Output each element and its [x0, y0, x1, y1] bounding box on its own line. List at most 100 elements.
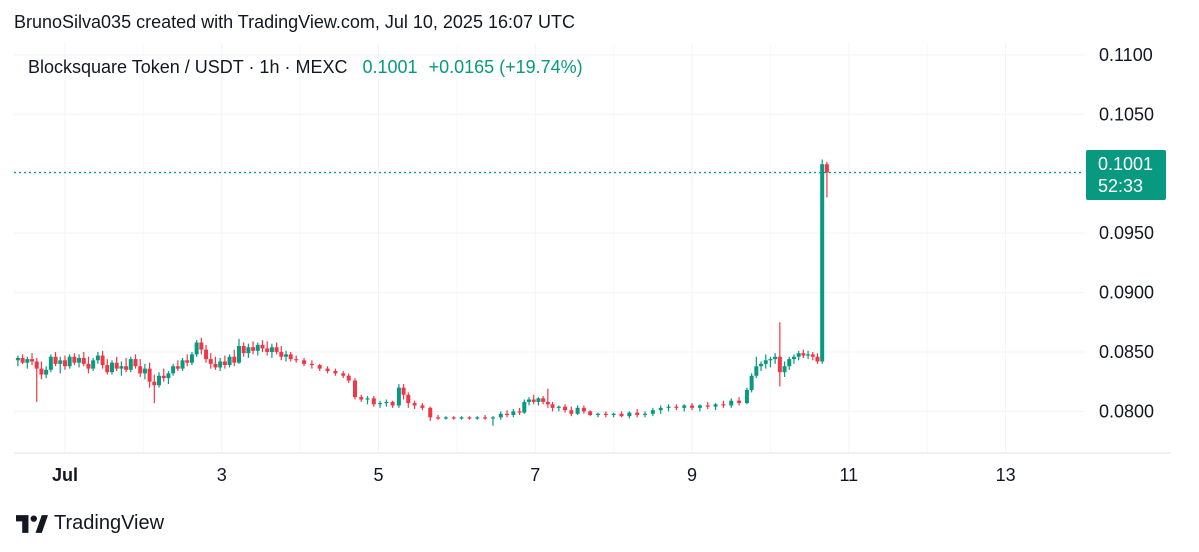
- legend-change: +0.0165 (+19.74%): [428, 57, 583, 77]
- candle-body: [650, 410, 655, 414]
- legend-price: 0.1001: [362, 57, 418, 77]
- candle-body: [759, 363, 764, 367]
- candle-body: [806, 354, 811, 356]
- y-tick-label: 0.0800: [1099, 401, 1154, 421]
- candle-body: [161, 375, 166, 379]
- candle-body: [498, 413, 503, 418]
- candle-body: [91, 360, 96, 369]
- candle-body: [810, 354, 815, 357]
- candle-body: [505, 413, 510, 415]
- candle-body: [737, 400, 742, 404]
- candle-body: [545, 401, 550, 405]
- candle-body: [787, 359, 792, 367]
- candle-body: [666, 406, 671, 408]
- candle-body: [147, 368, 152, 382]
- candle-body: [443, 417, 448, 419]
- candle-body: [531, 399, 536, 402]
- candle-body: [682, 405, 687, 408]
- last-price-tag: 0.1001 52:33: [1086, 150, 1166, 200]
- candle-body: [550, 404, 555, 408]
- tradingview-brand[interactable]: TradingView: [16, 512, 164, 535]
- candle-body: [317, 365, 322, 369]
- candle-body: [67, 356, 72, 367]
- candle-body: [30, 359, 35, 362]
- candle-body: [627, 412, 632, 417]
- attribution-text: BrunoSilva035 created with TradingView.c…: [14, 12, 575, 32]
- symbol-legend: Blocksquare Token / USDT · 1h · MEXC 0.1…: [28, 57, 583, 78]
- candle-body: [166, 373, 171, 379]
- candle-body: [705, 405, 710, 407]
- candle-body: [658, 407, 663, 411]
- candle-body: [595, 413, 600, 415]
- candle-body: [44, 369, 49, 375]
- candle-body: [124, 366, 129, 370]
- symbol-label: Blocksquare Token / USDT · 1h · MEXC: [28, 57, 348, 77]
- candle-body: [189, 354, 194, 363]
- candle-body: [204, 349, 209, 360]
- candle-body: [541, 398, 546, 402]
- candle-body: [782, 366, 787, 373]
- candle-body: [222, 361, 227, 366]
- candle-body: [95, 355, 100, 361]
- x-tick-label: Jul: [52, 465, 78, 485]
- candle-body: [255, 344, 260, 351]
- candle-body: [674, 406, 679, 408]
- candle-body: [185, 360, 190, 363]
- candle-body: [246, 347, 251, 354]
- candle-body: [527, 399, 532, 402]
- candle-body: [588, 411, 593, 415]
- candle-body: [208, 359, 213, 364]
- candle-body: [39, 368, 44, 375]
- candle-body: [690, 405, 695, 408]
- x-tick-label: 13: [996, 465, 1016, 485]
- candle-body: [236, 346, 241, 363]
- candle-body: [791, 356, 796, 360]
- candle-body: [371, 398, 376, 405]
- candle-body: [713, 404, 718, 407]
- candle-body: [309, 363, 314, 366]
- candle-body: [777, 356, 782, 373]
- x-tick-label: 9: [687, 465, 697, 485]
- candle-body: [378, 403, 383, 405]
- candle-body: [556, 406, 561, 408]
- candle-body: [77, 357, 82, 363]
- candle-body: [274, 347, 279, 352]
- candle-body: [575, 407, 580, 414]
- candle-body: [25, 359, 30, 363]
- candle-body: [20, 357, 25, 363]
- candle-body: [251, 347, 256, 351]
- y-tick-label: 0.1050: [1099, 104, 1154, 124]
- y-tick-label: 0.0850: [1099, 342, 1154, 362]
- candle-body: [194, 342, 199, 355]
- y-tick-label: 0.0900: [1099, 283, 1154, 303]
- candle-body: [406, 394, 411, 404]
- candle-body: [279, 351, 284, 357]
- candle-body: [721, 404, 726, 406]
- candle-body: [412, 403, 417, 406]
- x-tick-label: 3: [217, 465, 227, 485]
- candle-body: [522, 401, 527, 413]
- tradingview-logo-icon: [16, 514, 48, 533]
- candlestick-chart[interactable]: Jul 3 5 7 9 11 13 0.1100 0.1050 0.0950 0.0900 0.085…: [14, 43, 1171, 496]
- candle-body: [109, 362, 114, 373]
- axis-labels: Jul 3 5 7 9 11 13 0.1100 0.1050 0.0950 0.0900 0.085…: [52, 45, 1154, 485]
- candle-body: [815, 356, 820, 362]
- candle-body: [401, 387, 406, 395]
- candle-body: [459, 417, 464, 419]
- candle-body: [325, 368, 330, 371]
- candle-body: [34, 361, 39, 369]
- candle-body: [199, 342, 204, 350]
- candle-body: [475, 417, 480, 419]
- candle-body: [227, 356, 232, 366]
- y-tick-label: 0.1100: [1099, 45, 1153, 65]
- candle-body: [218, 361, 223, 368]
- candle-body: [581, 407, 586, 412]
- chart-area[interactable]: Jul 3 5 7 9 11 13 0.1100 0.1050 0.0950 0.0900 0.085…: [14, 43, 1171, 496]
- candle-body: [754, 366, 759, 376]
- candle-body: [171, 366, 176, 374]
- candle-body: [451, 417, 456, 419]
- candle-body: [133, 359, 138, 367]
- candle-body: [346, 375, 351, 381]
- candles: [15, 159, 829, 426]
- candle-body: [333, 371, 338, 374]
